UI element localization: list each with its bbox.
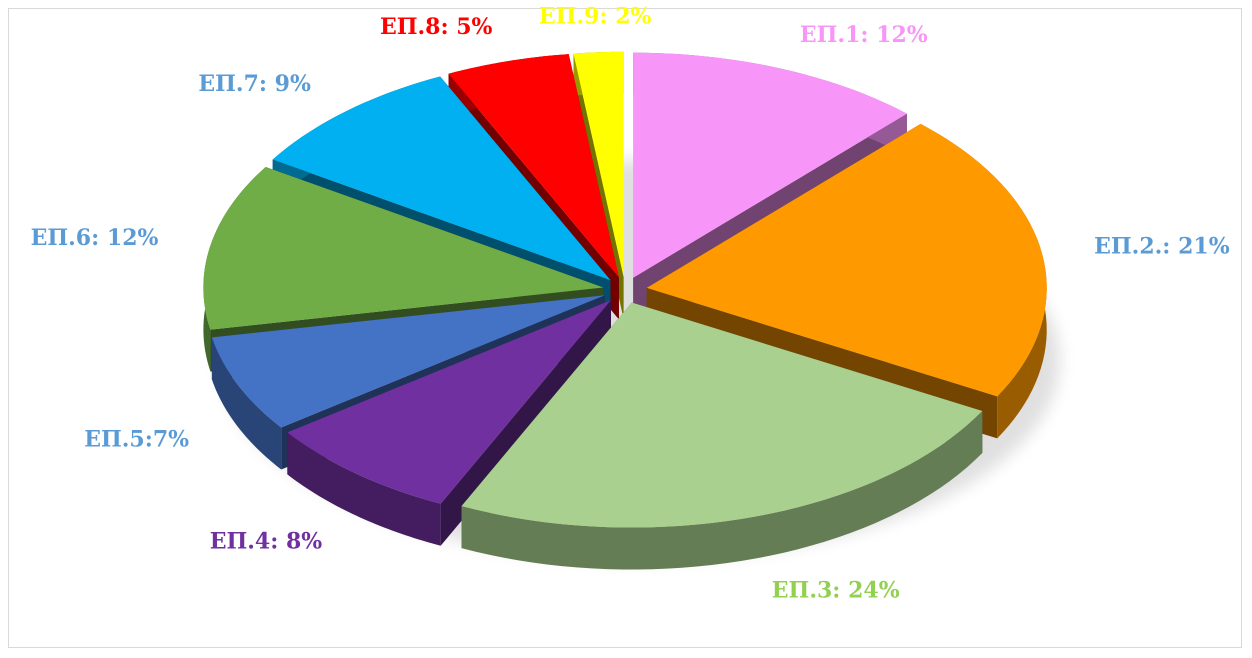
data-label: ΕΠ.7: 9%: [198, 71, 311, 97]
data-label: ΕΠ.1: 12%: [800, 22, 928, 48]
data-label: ΕΠ.9: 2%: [539, 4, 652, 30]
slice-top: [448, 54, 619, 278]
slice-top: [573, 51, 624, 277]
slice-top: [287, 300, 611, 504]
slice-top: [461, 302, 983, 528]
data-label: ΕΠ.6: 12%: [31, 225, 159, 251]
slice-top: [646, 123, 1047, 397]
chart-frame: [8, 8, 1242, 648]
data-label: ΕΠ.4: 8%: [210, 528, 323, 554]
data-label: ΕΠ.8: 5%: [380, 14, 493, 40]
slice-top: [203, 166, 604, 330]
data-label: ΕΠ.2.: 21%: [1094, 233, 1230, 259]
slice: [461, 302, 983, 570]
slice-top: [211, 295, 605, 428]
slice-side: [287, 432, 441, 546]
data-label: ΕΠ.5:7%: [84, 426, 189, 452]
slice-side: [461, 410, 983, 570]
data-label: ΕΠ.3: 24%: [772, 578, 900, 604]
slice-side: [211, 337, 282, 470]
slice-top: [633, 52, 907, 278]
slice-top: [272, 76, 611, 281]
